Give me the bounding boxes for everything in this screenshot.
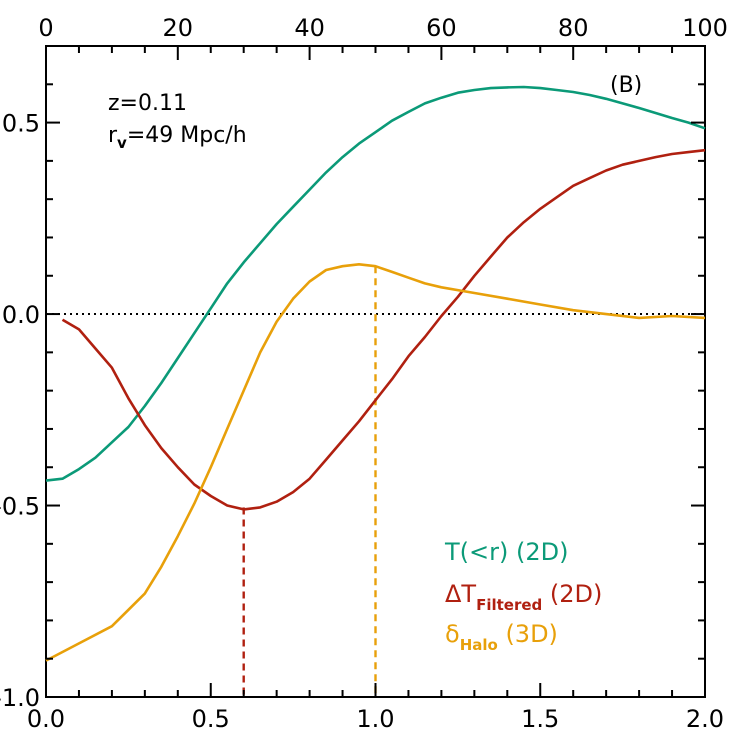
legend-item-temperature-2d: T(<r) (2D) — [444, 538, 568, 566]
x-bottom-tick-label: 1.5 — [521, 705, 559, 733]
void-radius-label: rv=49 Mpc/h — [108, 123, 247, 152]
marker-lines — [242, 266, 377, 697]
legend-item-filtered-temperature-2d: ΔTFiltered (2D) — [445, 580, 602, 614]
redshift-label: z=0.11 — [108, 91, 187, 116]
tick-labels: 0.0 0.5 1.0 1.5 2.0 0 20 40 60 80 100 -1.0 -0.5 0.0 0.… — [0, 14, 728, 733]
x-top-tick-label: 20 — [163, 14, 194, 42]
x-bottom-tick-label: 2.0 — [686, 705, 724, 733]
x-bottom-tick-label: 0.0 — [27, 705, 65, 733]
x-bottom-tick-label: 1.0 — [356, 705, 394, 733]
y-tick-label: 0.5 — [2, 110, 40, 138]
series-line-dtf — [61, 148, 706, 511]
y-tick-label: 0.0 — [2, 301, 40, 329]
x-top-tick-label: 100 — [682, 14, 728, 42]
x-top-tick-label: 60 — [426, 14, 457, 42]
series-line-t2d — [45, 85, 706, 482]
series-lines — [45, 85, 706, 662]
x-top-tick-label: 40 — [294, 14, 325, 42]
y-tick-label: -0.5 — [0, 493, 40, 521]
x-bottom-tick-label: 0.5 — [192, 705, 230, 733]
legend: T(<r) (2D) ΔTFiltered (2D) δHalo (3D) — [444, 538, 602, 654]
legend-item-halo-density-3d: δHalo (3D) — [445, 620, 558, 654]
axis-ticks — [45, 46, 706, 698]
y-tick-label: -1.0 — [0, 684, 40, 712]
x-top-tick-label: 80 — [558, 14, 589, 42]
panel-label: (B) — [610, 73, 642, 98]
x-top-tick-label: 0 — [38, 14, 53, 42]
series-line-halo — [45, 262, 706, 662]
